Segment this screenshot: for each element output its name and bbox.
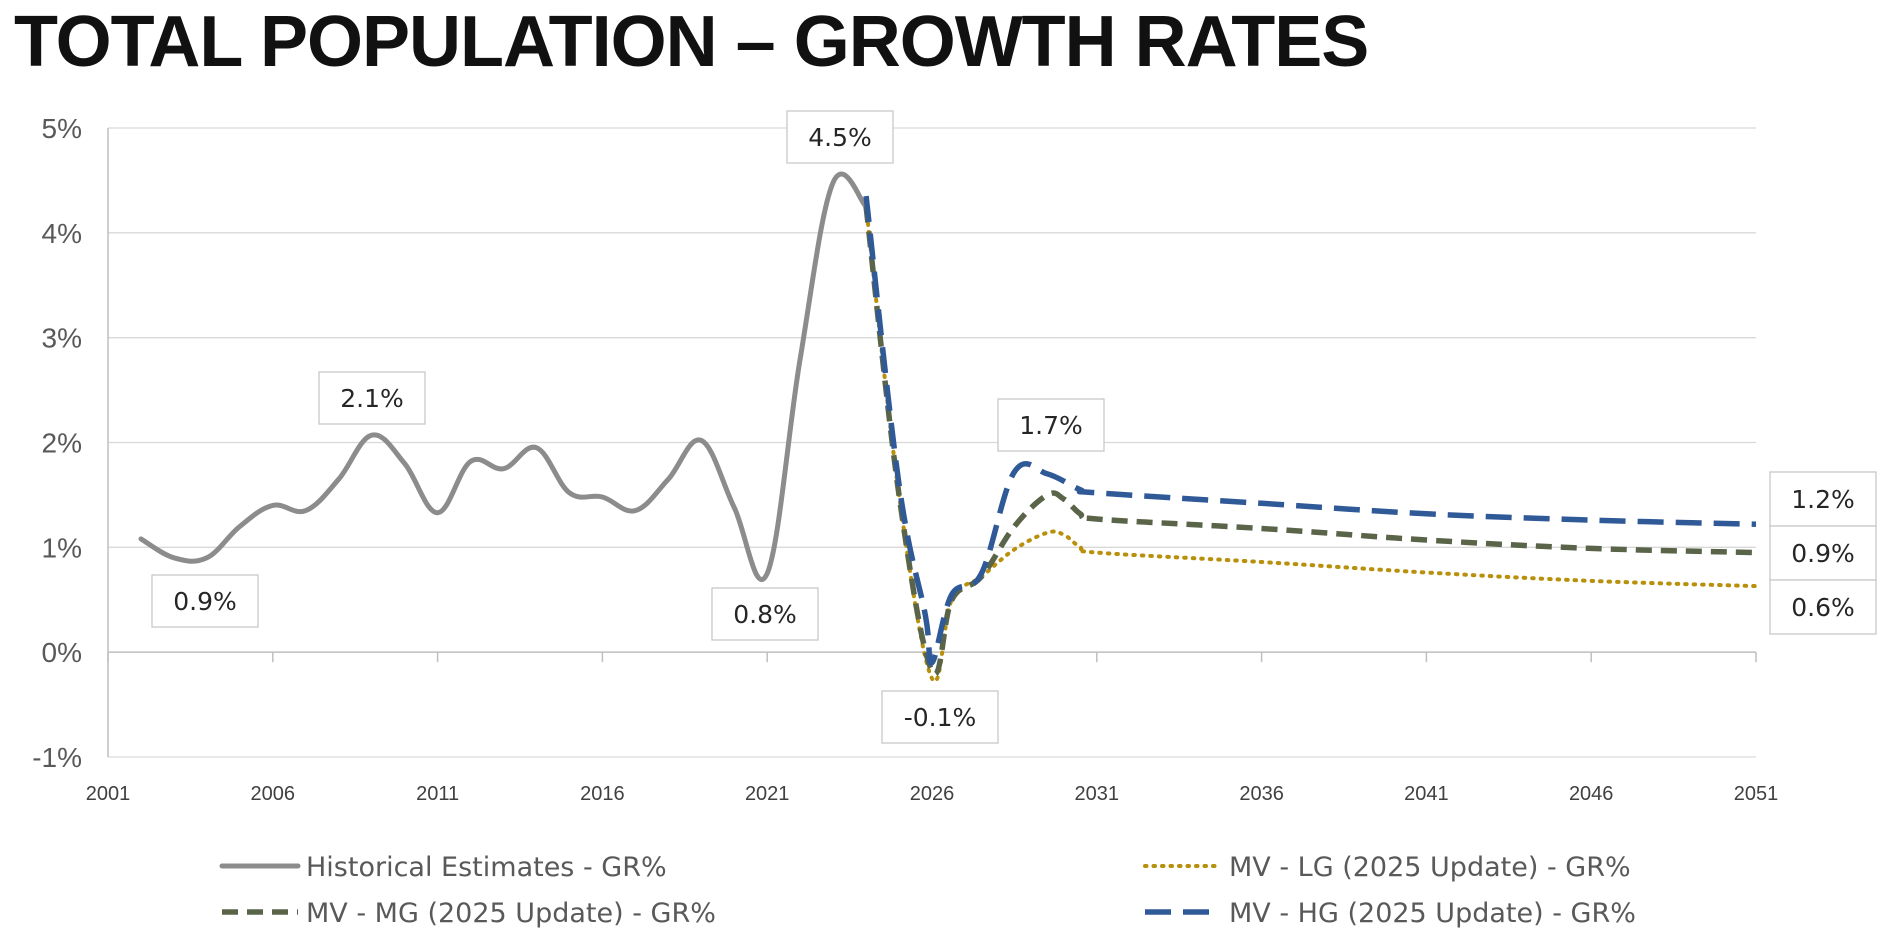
data-label-text: -0.1% <box>904 703 977 732</box>
legend-label: Historical Estimates - GR% <box>306 852 667 883</box>
legend-label: MV - HG (2025 Update) - GR% <box>1229 898 1636 929</box>
data-label-box <box>711 587 819 641</box>
x-tick-label: 2046 <box>1569 783 1614 805</box>
data-label-box <box>881 690 999 744</box>
y-tick-label: 1% <box>42 532 82 563</box>
x-tick-label: 2026 <box>910 783 955 805</box>
data-label-box <box>151 574 259 628</box>
data-labels: 0.9% 2.1% 0.8% 4.5% -0.1% 1.7% 1.2% 0.9% 0.6% <box>151 110 1877 744</box>
data-label-box <box>318 371 426 425</box>
x-tick-label: 2006 <box>251 783 296 805</box>
legend-item-mv-lg-2025-update-gr: MV - LG (2025 Update) - GR% <box>1143 852 1631 883</box>
data-label-box <box>1769 525 1877 581</box>
y-tick-label: 3% <box>42 323 82 354</box>
data-label: 0.9% <box>151 574 259 628</box>
series-line-mv-mg-2025-update-gr <box>863 206 1757 677</box>
x-tick-label: 2001 <box>86 783 131 805</box>
data-label-box <box>997 398 1105 452</box>
data-label: 4.5% <box>786 110 894 164</box>
legend: Historical Estimates - GR% MV - LG (2025 … <box>219 852 1636 929</box>
y-tick-label: 5% <box>42 113 82 144</box>
data-label-text: 1.2% <box>1791 485 1855 514</box>
x-tick-label: 2021 <box>745 783 790 805</box>
legend-item-mv-hg-2025-update-gr: MV - HG (2025 Update) - GR% <box>1145 898 1636 929</box>
x-tick-label: 2041 <box>1404 783 1449 805</box>
x-tick-label: 2036 <box>1239 783 1284 805</box>
data-label: 1.2% <box>1769 471 1877 527</box>
series-lines <box>138 171 1758 684</box>
x-tick-label: 2016 <box>580 783 625 805</box>
data-label-text: 0.9% <box>1791 539 1855 568</box>
series-line-historical-estimates-gr <box>138 171 869 583</box>
x-tick-label: 2011 <box>416 783 459 805</box>
data-label-text: 0.6% <box>1791 593 1855 622</box>
data-label: -0.1% <box>881 690 999 744</box>
data-label-box <box>1769 579 1877 635</box>
axes: -1% 0% 1% 2% 3% 4% 5% 2001 2006 2011 2016 2021 2026 2… <box>32 113 1778 805</box>
data-label-text: 1.7% <box>1019 411 1083 440</box>
data-label-box <box>786 110 894 164</box>
y-tick-label: 2% <box>42 428 82 459</box>
data-label: 2.1% <box>318 371 426 425</box>
data-label-text: 0.9% <box>173 587 237 616</box>
x-tick-label: 2031 <box>1075 783 1120 805</box>
legend-item-historical-estimates-gr: Historical Estimates - GR% <box>219 852 667 883</box>
y-tick-label: 0% <box>42 637 82 668</box>
data-label-text: 2.1% <box>340 384 404 413</box>
x-tick-label: 2051 <box>1734 783 1779 805</box>
series-line-mv-hg-2025-update-gr <box>863 195 1757 666</box>
data-label: 0.6% <box>1769 579 1877 635</box>
y-tick-label: -1% <box>32 742 82 773</box>
data-label: 1.7% <box>997 398 1105 452</box>
data-label-text: 4.5% <box>808 123 872 152</box>
page-title: TOTAL POPULATION – GROWTH RATES <box>14 2 1369 82</box>
y-tick-label: 4% <box>42 218 82 249</box>
data-label: 0.9% <box>1769 525 1877 581</box>
data-label-text: 0.8% <box>733 600 797 629</box>
legend-label: MV - MG (2025 Update) - GR% <box>306 898 716 929</box>
legend-label: MV - LG (2025 Update) - GR% <box>1229 852 1631 883</box>
gridlines <box>108 127 1756 758</box>
data-label: 0.8% <box>711 587 819 641</box>
legend-item-mv-mg-2025-update-gr: MV - MG (2025 Update) - GR% <box>222 898 716 929</box>
